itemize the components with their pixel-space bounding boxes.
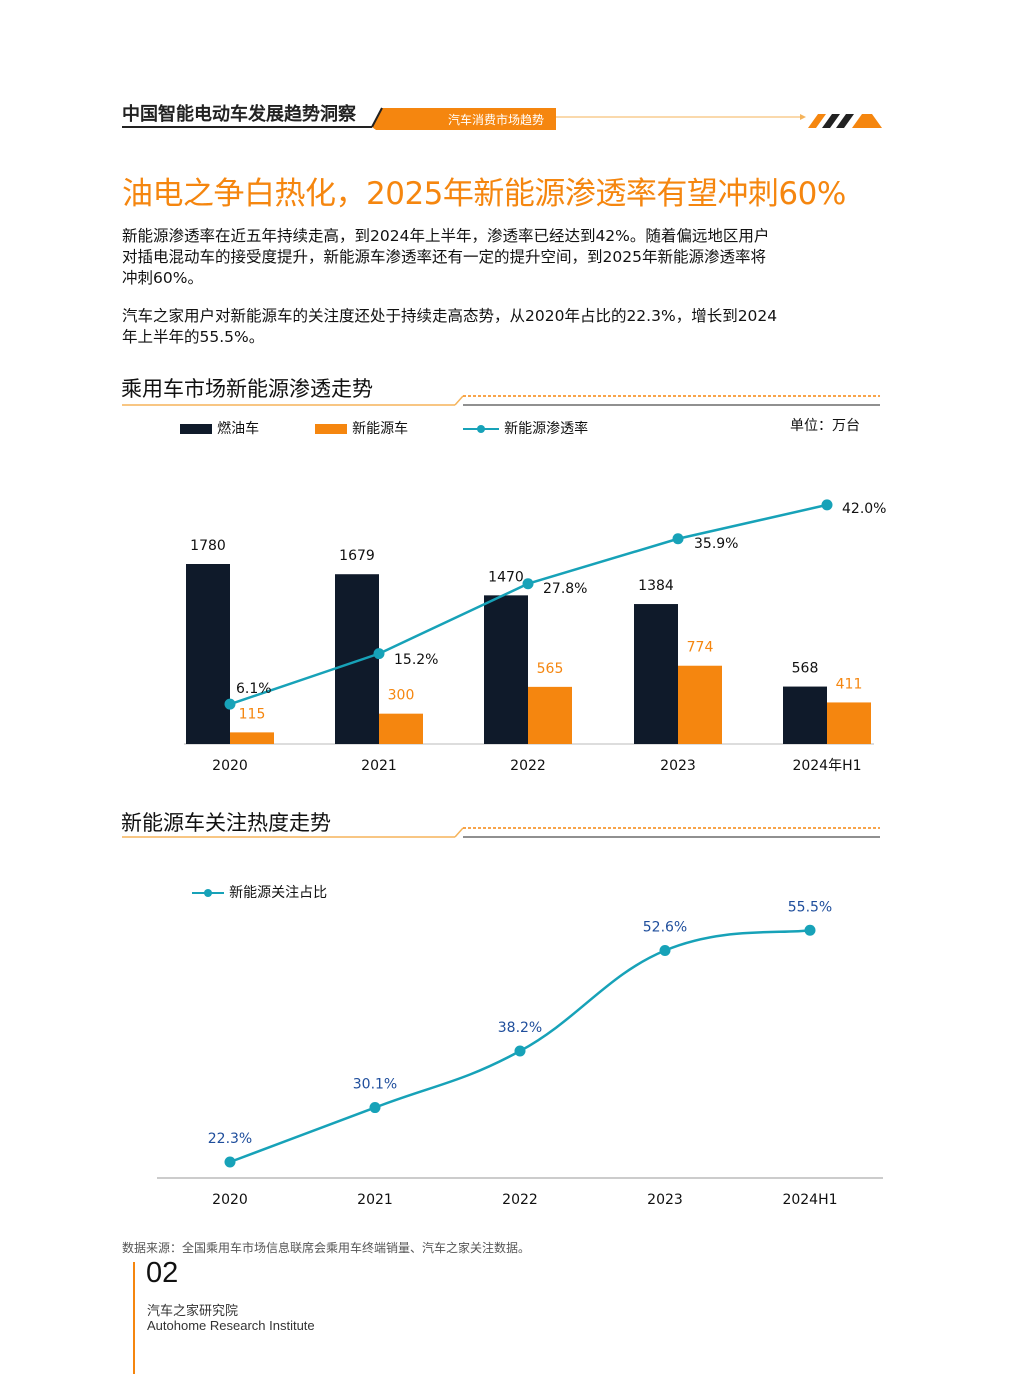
rate-point-3 [672, 533, 684, 545]
rate-point-2 [522, 578, 534, 590]
legend-swatch-fuel [180, 423, 212, 434]
rate-point-0 [224, 698, 236, 710]
bar-fuel-4 [783, 686, 827, 744]
chart1-legend: 燃油车 [180, 418, 259, 438]
attention-point-3 [659, 945, 671, 957]
bar-fuel-2 [484, 595, 528, 744]
page-number: 02 [146, 1257, 179, 1289]
chart2-title: 新能源车关注热度走势 [121, 811, 331, 835]
bar-fuel-1 [335, 574, 379, 744]
attention-label-3: 52.6% [643, 920, 687, 936]
paragraph-2: 汽车之家用户对新能源车的关注度还处于持续走高态势，从2020年占比的22.3%，… [122, 307, 778, 346]
tick-label-4: 2024年H1 [792, 758, 861, 774]
bar-fuel-0 [186, 564, 230, 744]
tick-label-2-3: 2023 [647, 1192, 683, 1208]
header-decoration [122, 107, 882, 130]
chart1-unit: 单位：万台 [790, 418, 860, 434]
chart2-legend: 新能源关注占比 [192, 882, 327, 902]
tick-label-2-1: 2021 [357, 1192, 393, 1208]
bar-nev-4 [827, 702, 871, 744]
label-nev-3: 774 [687, 640, 714, 656]
report-title: 中国智能电动车发展趋势洞察 [122, 104, 356, 125]
bar-nev-1 [379, 713, 423, 744]
label-nev-1: 300 [388, 688, 415, 704]
attention-label-4: 55.5% [788, 899, 832, 915]
legend-swatch-nev [315, 423, 347, 434]
bar-nev-2 [528, 686, 572, 744]
chart2-title-rule [122, 827, 880, 838]
rate-label-4: 42.0% [842, 501, 886, 517]
rate-point-1 [373, 648, 385, 660]
label-fuel-4: 568 [792, 661, 819, 677]
legend-label-rate: 新能源渗透率 [504, 421, 589, 437]
rate-label-3: 35.9% [694, 536, 738, 552]
label-fuel-3: 1384 [638, 578, 674, 594]
rate-point-4 [821, 499, 833, 511]
legend-swatch-attention [192, 888, 224, 897]
rate-label-2: 27.8% [543, 581, 587, 597]
legend-swatch-rate [463, 424, 499, 433]
label-nev-2: 565 [537, 661, 564, 677]
legend-label-attention: 新能源关注占比 [229, 885, 328, 901]
tick-label-0: 2020 [212, 758, 248, 774]
label-nev-0: 115 [239, 706, 266, 722]
org-name-en: Autohome Research Institute [147, 1318, 315, 1333]
paragraph-1: 新能源渗透率在近五年持续走高，到2024年上半年，渗透率已经达到42%。随着偏远… [122, 227, 770, 287]
attention-point-1 [369, 1102, 381, 1114]
chart1-title: 乘用车市场新能源渗透走势 [121, 377, 373, 401]
tick-label-2-2: 2022 [502, 1192, 538, 1208]
attention-label-2: 38.2% [498, 1020, 542, 1036]
label-fuel-0: 1780 [190, 538, 226, 554]
chart2-plot: 22.3% 2020 30.1% 2021 38.2% 2022 52.6% 2023 55.5… [157, 899, 883, 1208]
footer-accent-bar [133, 1262, 135, 1374]
attention-point-0 [224, 1156, 236, 1168]
data-source: 数据来源：全国乘用车市场信息联席会乘用车终端销量、汽车之家关注数据。 [122, 1241, 531, 1255]
section-tag: 汽车消费市场趋势 [448, 113, 545, 127]
legend-label-nev: 新能源车 [352, 421, 409, 437]
attention-point-4 [804, 924, 816, 936]
tick-label-1: 2021 [361, 758, 397, 774]
tick-label-2-0: 2020 [212, 1192, 248, 1208]
attention-point-2 [514, 1045, 526, 1057]
bar-fuel-3 [634, 604, 678, 744]
label-fuel-1: 1679 [339, 548, 375, 564]
chart1-plot: 1780 115 2020 1679 300 2021 1470 565 2022 1384 774… [184, 499, 886, 774]
rate-label-0: 6.1% [236, 681, 272, 697]
label-nev-4: 411 [836, 676, 863, 692]
tick-label-3: 2023 [660, 758, 696, 774]
page-title: 油电之争白热化，2025年新能源渗透率有望冲刺60% [122, 176, 846, 212]
legend-label-fuel: 燃油车 [217, 421, 260, 437]
bar-nev-3 [678, 665, 722, 744]
chart1-legend-rate: 新能源渗透率 [463, 418, 588, 438]
tick-label-2: 2022 [510, 758, 546, 774]
org-name-cn: 汽车之家研究院 [147, 1304, 239, 1319]
tick-label-2-4: 2024H1 [782, 1192, 837, 1208]
bar-nev-0 [230, 732, 274, 744]
chart1-title-rule [122, 395, 880, 406]
chart1-legend-nev: 新能源车 [315, 418, 408, 438]
rate-label-1: 15.2% [394, 652, 438, 668]
label-fuel-2: 1470 [488, 569, 524, 585]
attention-label-1: 30.1% [353, 1077, 397, 1093]
attention-label-0: 22.3% [208, 1131, 252, 1147]
